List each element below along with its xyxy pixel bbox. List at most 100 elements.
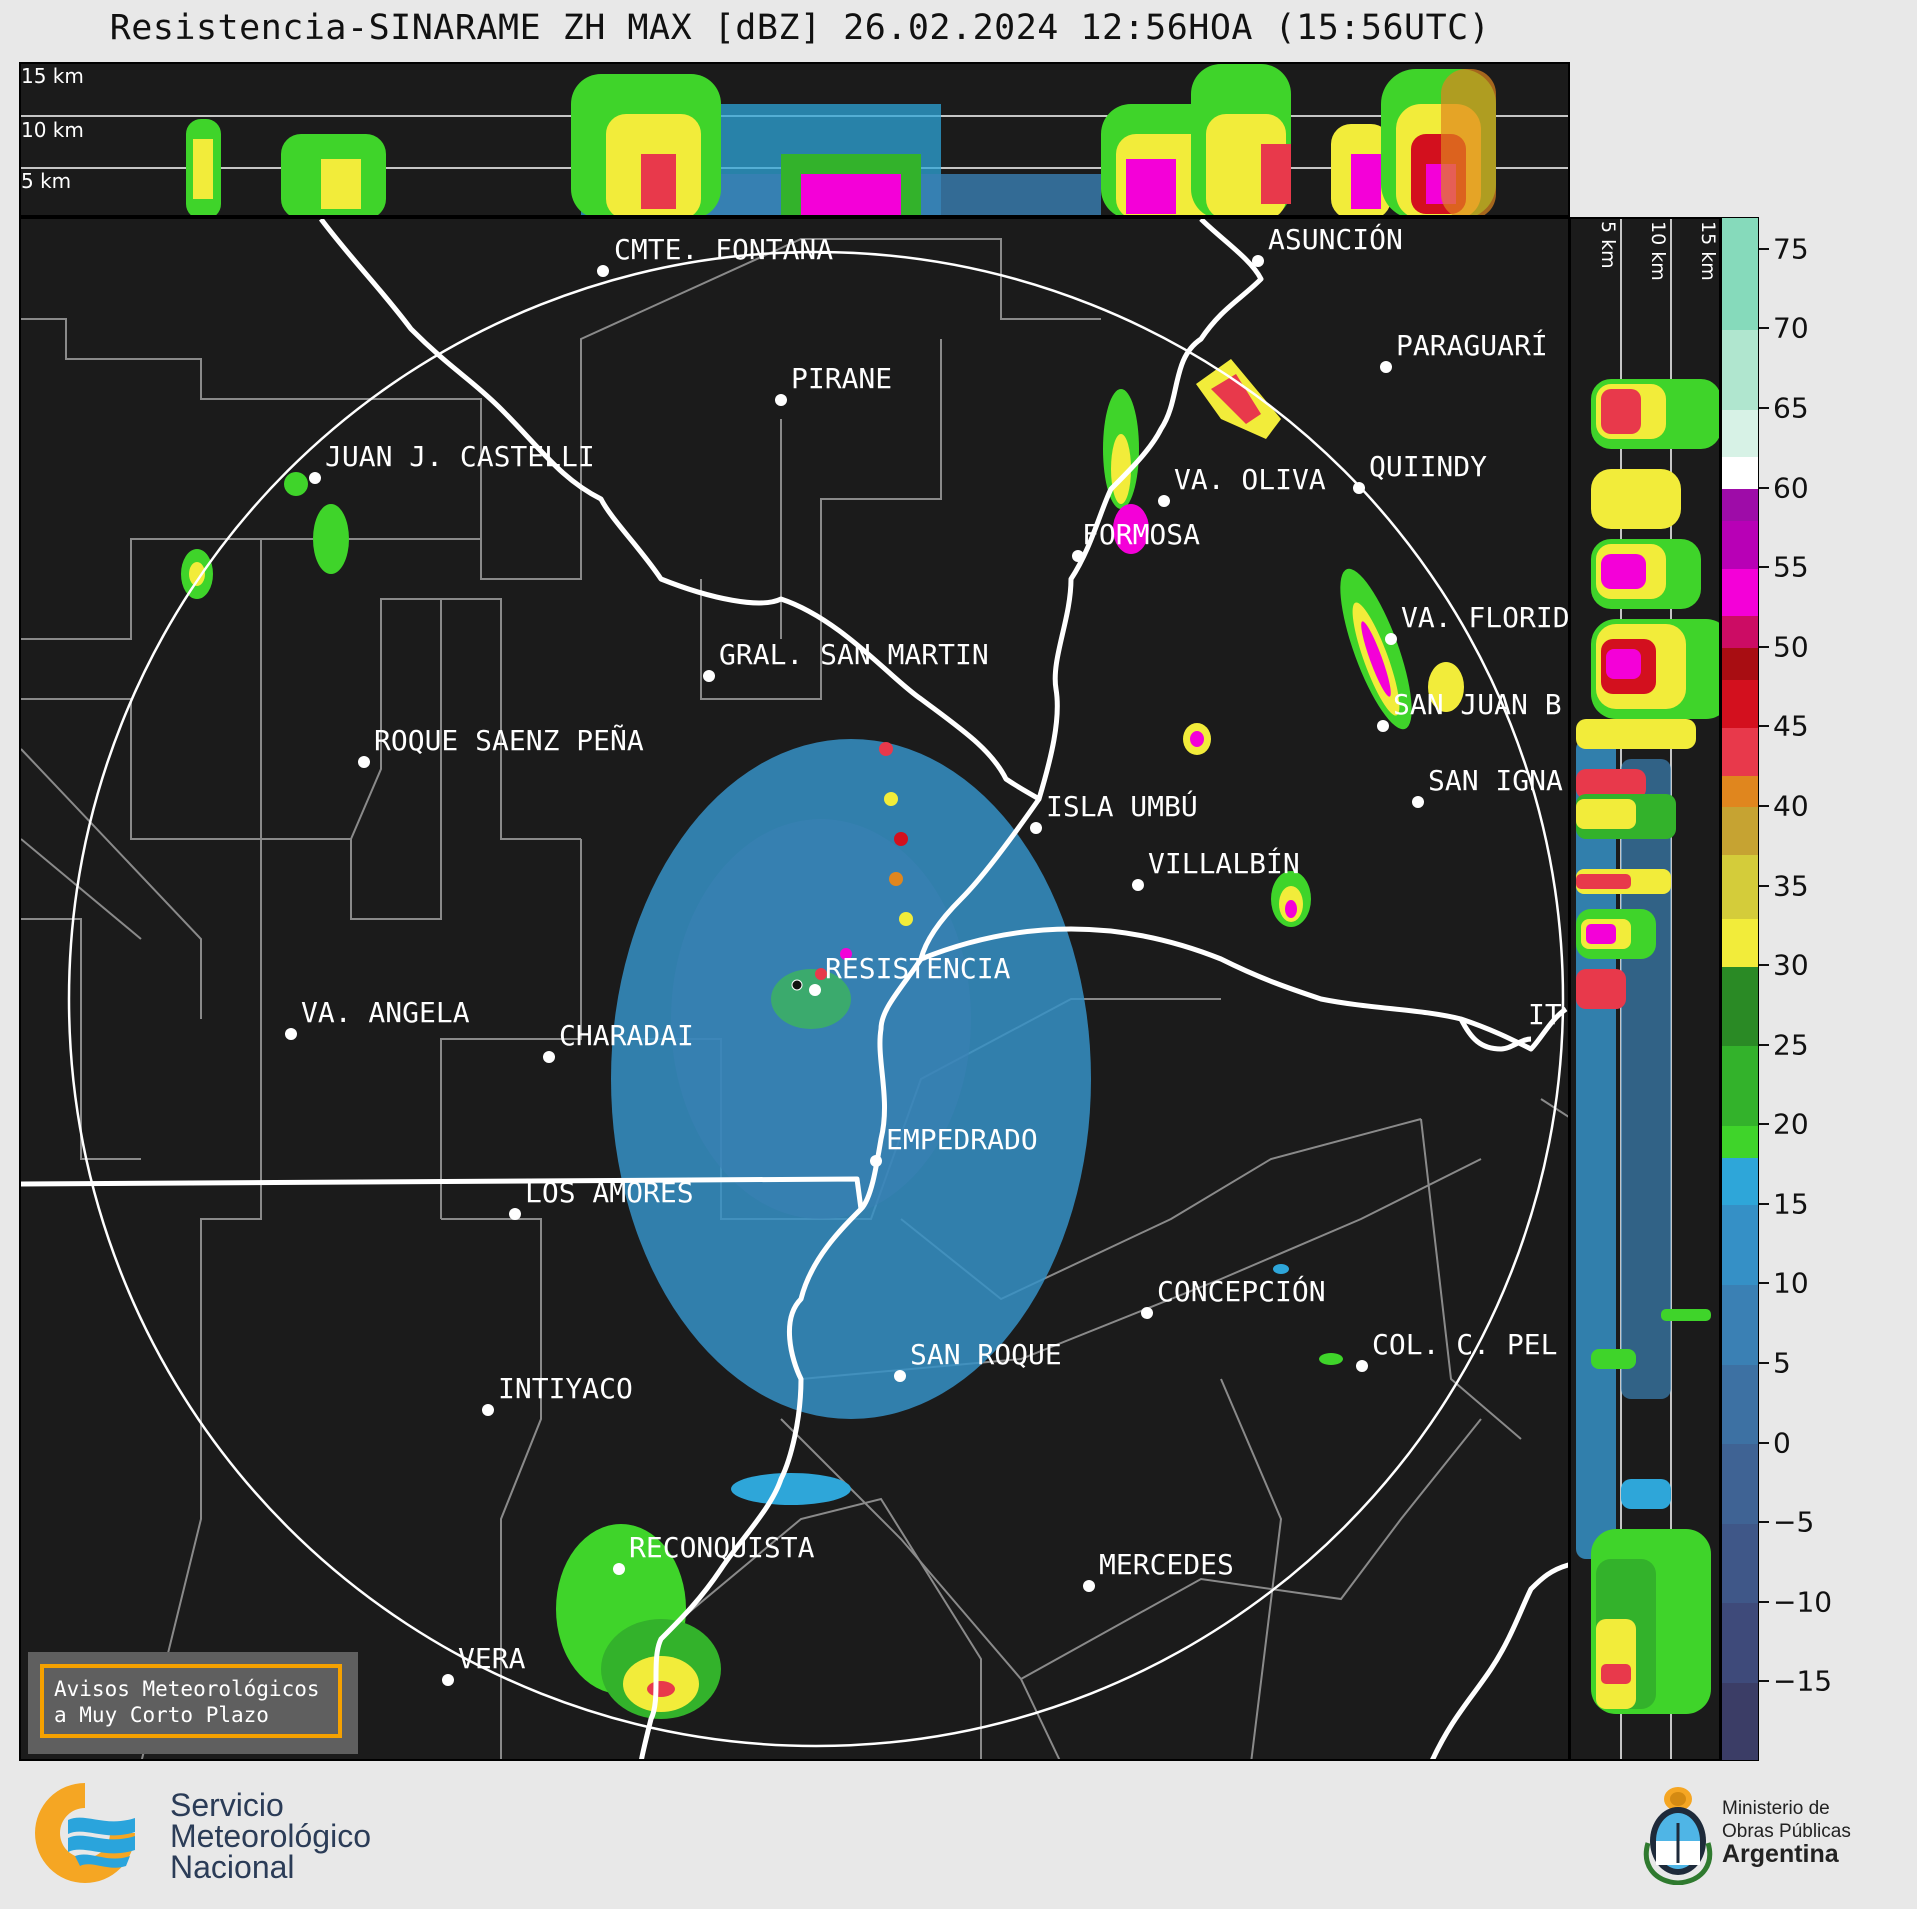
side-altitude-label-10: 10 km [1647,221,1669,281]
ministerio-line-2: Obras Públicas [1722,1821,1851,1842]
avisos-line-2: a Muy Corto Plazo [54,1703,269,1727]
city-label: COL. C. PEL [1372,1328,1557,1361]
city-label: RECONQUISTA [629,1531,815,1564]
colorbar-tick [1759,327,1769,330]
city-markers: CMTE. FONTANA ASUNCIÓN PIRANE PARAGUARÍ … [285,222,1570,1686]
colorbar-segment [1722,1364,1758,1445]
colorbar-tick-label: 75 [1773,232,1809,266]
colorbar-segment [1722,679,1758,728]
city-label: CONCEPCIÓN [1157,1274,1326,1308]
avisos-line-1: Avisos Meteorológicos [54,1677,320,1701]
city-label: SAN JUAN B [1393,688,1562,721]
colorbar-segment [1722,488,1758,521]
colorbar-tick [1759,804,1769,807]
smn-line-1: Servicio [170,1787,284,1823]
side-altitude-label-15: 15 km [1697,221,1719,281]
city-label: MERCEDES [1099,1548,1234,1581]
colorbar-segment [1722,966,1758,1047]
radar-map-canvas: CMTE. FONTANA ASUNCIÓN PIRANE PARAGUARÍ … [21,219,1570,1759]
colorbar-tick-label: −10 [1773,1585,1833,1619]
side-altitude-label-5: 5 km [1597,221,1619,269]
colorbar-tick-label: 35 [1773,869,1809,903]
avisos-notice-frame: Avisos Meteorológicos a Muy Corto Plazo [40,1664,342,1738]
colorbar-tick [1759,1202,1769,1205]
colorbar-segment [1722,218,1758,330]
side-echoes [1576,379,1719,1714]
side-cross-section-panel: 5 km 10 km 15 km [1569,217,1721,1761]
colorbar-tick [1759,884,1769,887]
avisos-notice-box: Avisos Meteorológicos a Muy Corto Plazo [28,1652,358,1754]
city-label: VA. ANGELA [301,996,470,1029]
colorbar-tick [1759,247,1769,250]
colorbar-segment [1722,775,1758,808]
ministerio-country: Argentina [1722,1840,1839,1868]
city-label: VILLALBÍN [1148,846,1300,880]
top-altitude-label-10: 10 km [21,118,84,142]
colorbar-tick [1759,1043,1769,1046]
colorbar-segment [1722,727,1758,776]
colorbar-tick [1759,1362,1769,1365]
colorbar-segment [1722,647,1758,681]
colorbar-tick [1759,566,1769,569]
city-label: INTIYACO [498,1372,633,1405]
colorbar-tick-label: 20 [1773,1107,1809,1141]
city-label: VA. FLORID [1401,601,1570,634]
colorbar-segment [1722,1602,1758,1683]
dbz-colorbar [1721,217,1759,1761]
top-altitude-label-15: 15 km [21,64,84,88]
radar-echoes [181,359,1464,1719]
colorbar-tick-label: 0 [1773,1426,1791,1460]
city-label: JUAN J. CASTELLI [325,440,595,473]
city-label: ASUNCIÓN [1268,222,1403,256]
colorbar-segment [1722,1157,1758,1206]
ministerio-line-1: Ministerio de [1722,1798,1830,1819]
colorbar-segment [1722,854,1758,919]
colorbar-segment [1722,1284,1758,1365]
colorbar-segment [1722,1682,1758,1760]
colorbar-segment [1722,1045,1758,1126]
city-label: IT [1528,998,1562,1031]
colorbar-segment [1722,1204,1758,1285]
colorbar-tick-label: −5 [1773,1505,1815,1539]
city-label: QUIINDY [1369,450,1487,483]
colorbar-segment [1722,615,1758,649]
city-label: RESISTENCIA [825,952,1011,985]
colorbar-tick [1759,1680,1769,1683]
colorbar-tick-label: 55 [1773,550,1809,584]
city-label: GRAL. SAN MARTIN [719,638,989,671]
colorbar-tick [1759,407,1769,409]
colorbar-tick-label: 15 [1773,1187,1809,1221]
colorbar-segment [1722,1125,1758,1158]
top-cross-section-plot [21,64,1568,215]
colorbar-tick [1759,1600,1769,1603]
colorbar-tick-label: 40 [1773,789,1809,823]
colorbar-tick [1759,645,1769,648]
borders-rivers [21,219,1568,1759]
colorbar-tick [1759,964,1769,967]
colorbar-tick [1759,1282,1769,1285]
colorbar-segment [1722,329,1758,410]
colorbar-segment [1722,456,1758,490]
city-label: SAN IGNA [1428,764,1563,797]
colorbar-tick [1759,725,1769,728]
colorbar-tick [1759,1521,1769,1524]
colorbar-segment [1722,1523,1758,1604]
radar-title: Resistencia-SINARAME ZH MAX [dBZ] 26.02.… [109,8,1491,48]
radar-map: CMTE. FONTANA ASUNCIÓN PIRANE PARAGUARÍ … [19,217,1570,1761]
colorbar-tick [1759,1123,1769,1126]
city-label: FORMOSA [1082,518,1200,551]
city-label: PIRANE [791,362,892,395]
ministerio-wordmark: Ministerio de Obras Públicas Argentina [1722,1797,1851,1868]
colorbar-tick-label: 60 [1773,471,1809,505]
colorbar-tick-label: 70 [1773,311,1809,345]
colorbar-segment [1722,806,1758,856]
colorbar-tick-label: 45 [1773,709,1809,743]
colorbar-tick-label: 50 [1773,630,1809,664]
city-label: CMTE. FONTANA [614,233,833,266]
smn-wordmark: Servicio Meteorológico Nacional [170,1787,371,1883]
top-cross-section-panel: 15 km 10 km 5 km [19,62,1570,217]
colorbar-segment [1722,568,1758,617]
city-label: ISLA UMBÚ [1046,789,1198,823]
city-label: CHARADAI [559,1019,694,1052]
smn-logo-icon [35,1783,135,1883]
